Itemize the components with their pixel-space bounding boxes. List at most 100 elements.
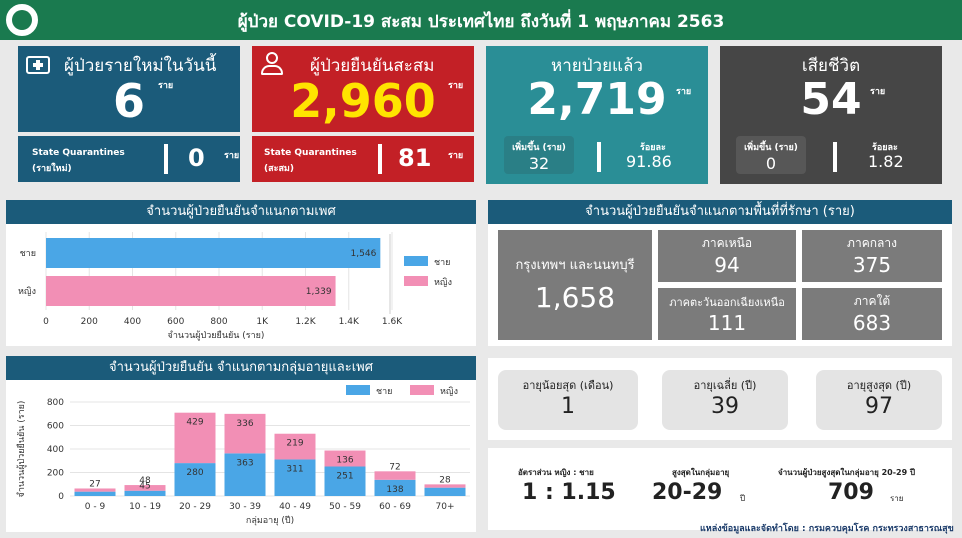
ratio-label: อัตราส่วน หญิง : ชาย xyxy=(518,468,594,477)
count-label: จำนวนผู้ป่วยสูงสุดในกลุ่มอายุ 20-29 ปี xyxy=(778,468,916,477)
max-age-box: อายุสูงสุด (ปี) 97 xyxy=(816,370,942,430)
x-tick-label: 1.2K xyxy=(295,317,316,327)
age-panel: จำนวนผู้ป่วยยืนยัน จำแนกตามกลุ่มอายุและเ… xyxy=(6,356,476,532)
legend-female-swatch xyxy=(404,276,428,286)
confirmed-sq-value: 81 xyxy=(398,144,432,172)
new-sq-value: 0 xyxy=(188,144,205,172)
central-label: ภาคกลาง xyxy=(847,236,897,250)
gender-panel: จำนวนผู้ป่วยยืนยันจำแนกตามเพศ 0 200 400 600… xyxy=(6,200,476,346)
female-value-label: 336 xyxy=(236,419,253,429)
y-tick-label: 600 xyxy=(47,422,64,432)
bar-female-7 xyxy=(424,484,466,488)
y-category-label: ชาย xyxy=(20,249,36,259)
legend-female-swatch xyxy=(410,385,434,395)
south-box: ภาคใต้ 683 xyxy=(802,288,942,340)
male-value-label: 138 xyxy=(386,485,403,495)
divider xyxy=(164,144,168,174)
new-sq-sub: (รายใหม่) xyxy=(32,164,72,174)
bar-female-3 xyxy=(224,413,266,454)
x-category-label: 60 - 69 xyxy=(379,502,411,512)
x-tick-label: 0 xyxy=(43,317,49,327)
male-value-label: 311 xyxy=(286,464,303,474)
x-category-label: 10 - 19 xyxy=(129,502,161,512)
north-box: ภาคเหนือ 94 xyxy=(658,230,796,282)
avg-age-box: อายุเฉลี่ย (ปี) 39 xyxy=(662,370,788,430)
recovered-inc-box: เพิ่มขึ้น (ราย) 32 xyxy=(504,136,574,174)
recovered-pct-value: 91.86 xyxy=(626,152,672,171)
new-sq-card: State Quarantines (รายใหม่) 0 ราย xyxy=(18,136,240,182)
bar-female-1 xyxy=(124,485,166,491)
min-age-value: 1 xyxy=(561,394,575,419)
divider xyxy=(378,144,382,174)
first-aid-icon xyxy=(26,56,50,74)
legend-female-label: หญิง xyxy=(440,386,458,397)
y-category-label: หญิง xyxy=(18,286,36,297)
female-value-label: 48 xyxy=(139,476,151,486)
male-value-label: 363 xyxy=(236,458,253,468)
bar-0 xyxy=(46,238,381,268)
x-tick-label: 200 xyxy=(81,317,98,327)
bar-male-6 xyxy=(374,479,416,496)
divider xyxy=(833,142,837,172)
new-sq-unit: ราย xyxy=(224,151,240,161)
x-axis-label: จำนวนผู้ป่วยยืนยัน (ราย) xyxy=(168,330,265,341)
y-tick-label: 800 xyxy=(47,398,64,408)
confirmed-value: 2,960 xyxy=(290,74,436,128)
female-value-label: 72 xyxy=(389,462,400,472)
age-stats-panel: อายุน้อยสุด (เดือน) 1 อายุเฉลี่ย (ปี) 39… xyxy=(488,358,952,440)
female-value-label: 27 xyxy=(89,479,100,489)
legend-male-swatch xyxy=(404,256,428,266)
confirmed-sq-unit: ราย xyxy=(448,151,464,161)
confirmed-label: ผู้ป่วยยืนยันสะสม xyxy=(310,56,435,76)
recovered-value: 2,719 xyxy=(527,74,667,125)
bar-value-label: 1,339 xyxy=(306,287,332,297)
deaths-unit: ราย xyxy=(870,87,886,97)
x-category-label: 0 - 9 xyxy=(85,502,106,512)
bangkok-label: กรุงเทพฯ และนนทบุรี xyxy=(515,258,635,273)
confirmed-card: ผู้ป่วยยืนยันสะสม 2,960 ราย xyxy=(252,46,474,132)
bangkok-box: กรุงเทพฯ และนนทบุรี 1,658 xyxy=(498,230,652,340)
male-value-label: 251 xyxy=(336,472,353,482)
recovered-label: หายป่วยแล้ว xyxy=(551,56,643,76)
confirmed-unit: ราย xyxy=(448,81,464,91)
deaths-value: 54 xyxy=(800,74,862,125)
bangkok-value: 1,658 xyxy=(534,281,616,314)
group-unit: ปี xyxy=(740,494,746,503)
count-value: 709 xyxy=(828,480,874,505)
new-cases-unit: ราย xyxy=(158,81,174,91)
new-cases-card: ผู้ป่วยรายใหม่ในวันนี้ 6 ราย xyxy=(18,46,240,132)
page-title: ผู้ป่วย COVID-19 สะสม ประเทศไทย ถึงวันที… xyxy=(237,12,725,32)
x-tick-label: 400 xyxy=(124,317,141,327)
bar-female-4 xyxy=(274,433,316,460)
north-label: ภาคเหนือ xyxy=(701,236,753,250)
central-box: ภาคกลาง 375 xyxy=(802,230,942,282)
deaths-label: เสียชีวิต xyxy=(801,56,861,76)
deaths-pct-value: 1.82 xyxy=(868,152,904,171)
new-cases-label: ผู้ป่วยรายใหม่ในวันนี้ xyxy=(64,56,217,76)
deaths-pct-label: ร้อยละ xyxy=(872,143,898,153)
region-panel-title: จำนวนผู้ป่วยยืนยันจำแนกตามพื้นที่ที่รักษ… xyxy=(488,200,952,224)
bar-male-3 xyxy=(224,453,266,496)
recovered-unit: ราย xyxy=(676,87,692,97)
legend-male-label: ชาย xyxy=(376,387,392,397)
bar-female-5 xyxy=(324,450,366,467)
x-category-label: 50 - 59 xyxy=(329,502,361,512)
x-tick-label: 1.6K xyxy=(382,317,403,327)
x-tick-label: 1.4K xyxy=(339,317,360,327)
bar-male-0 xyxy=(74,491,116,496)
group-label: สูงสุดในกลุ่มอายุ xyxy=(672,468,730,477)
x-axis-label: กลุ่มอายุ (ปี) xyxy=(246,515,294,526)
x-tick-label: 800 xyxy=(210,317,227,327)
bottom-stats-panel: อัตราส่วน หญิง : ชาย 1 : 1.15 สูงสุดในกล… xyxy=(488,448,952,530)
recovered-card: หายป่วยแล้ว 2,719 ราย เพิ่มขึ้น (ราย) 32… xyxy=(486,46,708,184)
y-tick-label: 0 xyxy=(58,492,64,502)
new-sq-label: State Quarantines xyxy=(32,148,125,158)
deaths-inc-box: เพิ่มขึ้น (ราย) 0 xyxy=(736,136,806,174)
south-value: 683 xyxy=(852,311,892,335)
y-tick-label: 400 xyxy=(47,445,64,455)
confirmed-sq-label: State Quarantines xyxy=(264,148,357,158)
avg-age-label: อายุเฉลี่ย (ปี) xyxy=(693,379,757,392)
x-category-label: 40 - 49 xyxy=(279,502,311,512)
male-value-label: 45 xyxy=(139,482,150,492)
